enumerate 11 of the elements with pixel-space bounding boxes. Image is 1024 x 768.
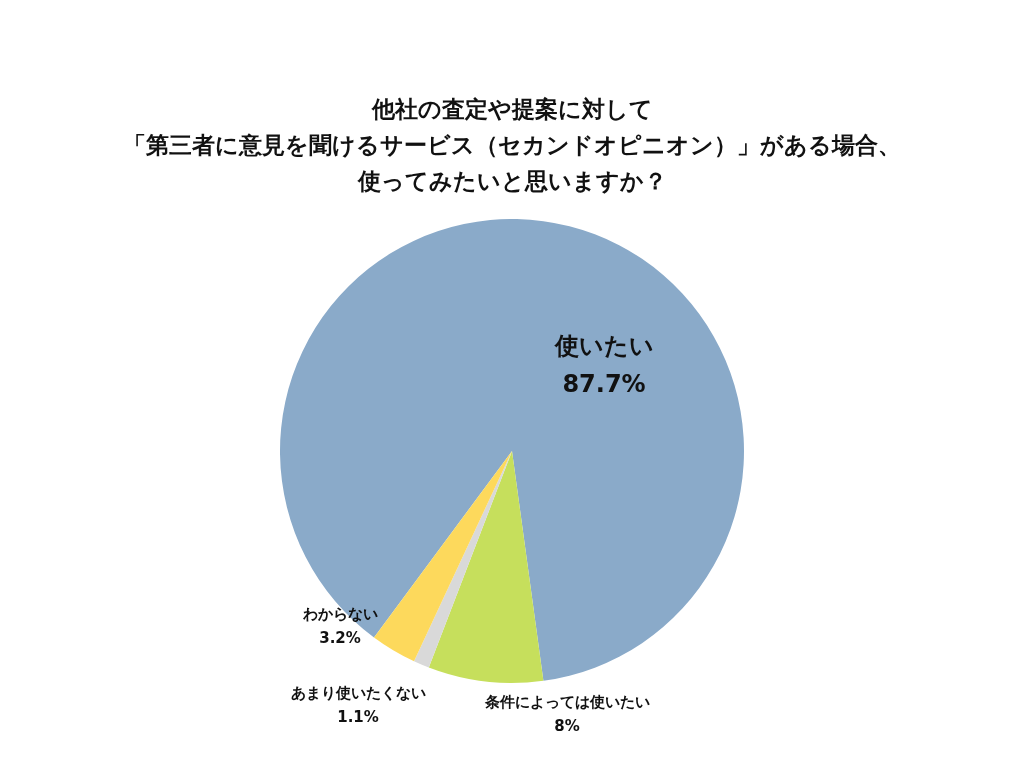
- data-label: 3.2%: [319, 629, 361, 647]
- slice-label: わからない: [301, 605, 378, 623]
- text: 「第三者に意見を聞けるサービス（セカンドオピニオン）」がある場合、: [123, 132, 901, 158]
- slice-label: あまり使いたくない: [290, 684, 426, 702]
- text: 他社の査定や提案に対して: [371, 96, 653, 122]
- data-label: 87.7%: [562, 370, 646, 398]
- text: 使ってみたいと思いますか？: [357, 168, 667, 194]
- data-label: 8%: [554, 717, 580, 735]
- data-label: 1.1%: [337, 708, 379, 726]
- slice-label: 条件によっては使いたい: [483, 693, 650, 711]
- slice-label: 使いたい: [553, 332, 654, 360]
